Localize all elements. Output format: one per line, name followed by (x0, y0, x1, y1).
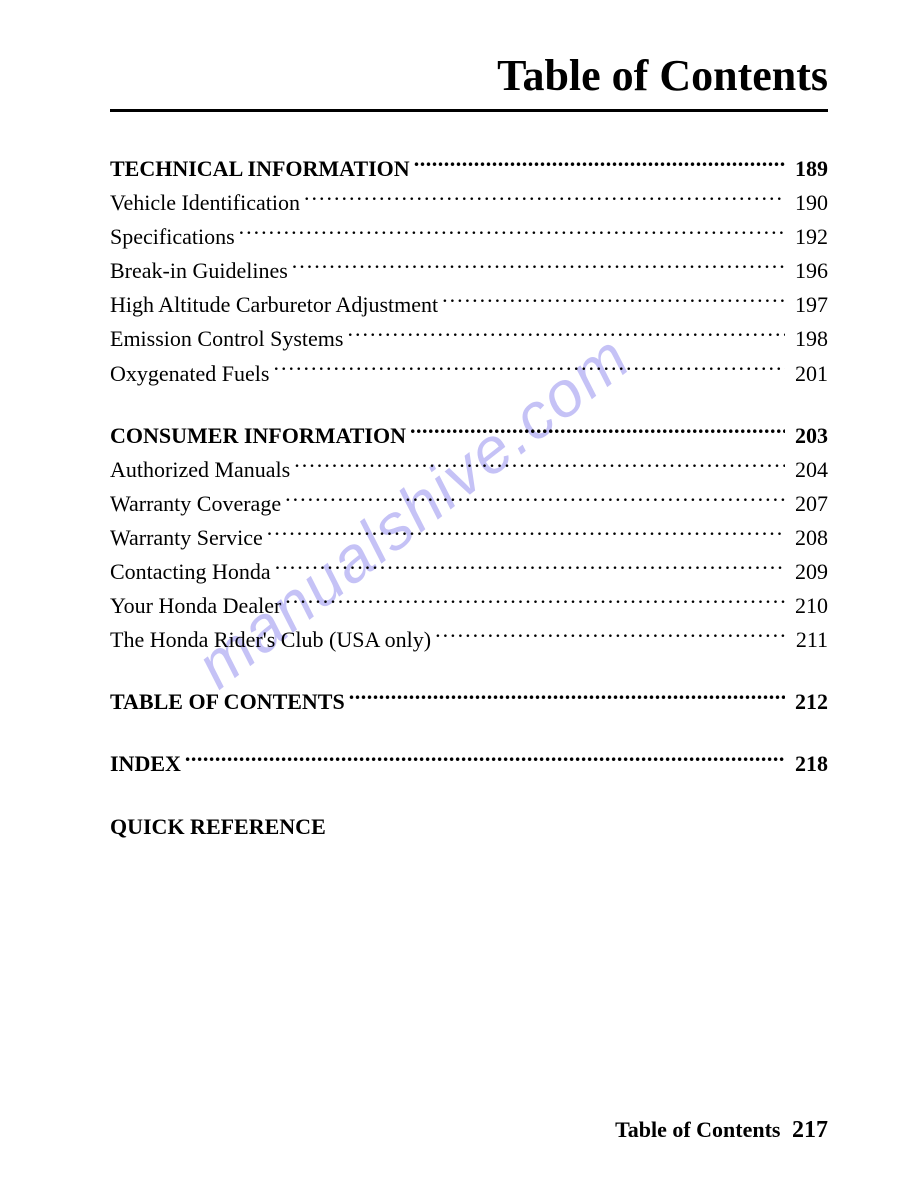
toc-entry-label: Oxygenated Fuels (110, 357, 269, 391)
toc-heading-label: INDEX (110, 747, 181, 781)
toc-heading: TABLE OF CONTENTS 212 (110, 685, 828, 719)
toc-entry-label: Emission Control Systems (110, 322, 343, 356)
toc-entry-page: 211 (790, 623, 828, 657)
toc-entry: High Altitude Carburetor Adjustment 197 (110, 288, 828, 322)
toc-entry-page: 196 (789, 254, 828, 288)
toc-leader-dots (273, 359, 785, 381)
toc-leader-dots (185, 749, 785, 771)
toc-leader-dots (347, 324, 785, 346)
toc-entry-page: 208 (789, 521, 828, 555)
toc-entry-label: Specifications (110, 220, 235, 254)
toc-heading-label: CONSUMER INFORMATION (110, 419, 406, 453)
toc-section: CONSUMER INFORMATION203Authorized Manual… (110, 419, 828, 658)
toc-entry: Specifications 192 (110, 220, 828, 254)
toc-heading: TECHNICAL INFORMATION 189 (110, 152, 828, 186)
toc-entry-page: 210 (789, 589, 828, 623)
toc-leader-dots (285, 489, 785, 511)
page-footer: Table of Contents 217 (615, 1117, 828, 1144)
toc-entry: Warranty Coverage 207 (110, 487, 828, 521)
toc-entry-label: Authorized Manuals (110, 453, 290, 487)
toc-section: TABLE OF CONTENTS 212 (110, 685, 828, 719)
toc-heading: CONSUMER INFORMATION 203 (110, 419, 828, 453)
toc-entry-label: The Honda Rider's Club (USA only) (110, 623, 431, 657)
toc-entry-page: 204 (789, 453, 828, 487)
toc-entry-label: Break-in Guidelines (110, 254, 288, 288)
toc-heading-label: TABLE OF CONTENTS (110, 685, 345, 719)
toc-leader-dots (292, 256, 785, 278)
toc-heading-page: 189 (789, 152, 828, 186)
toc-heading-label: TECHNICAL INFORMATION (110, 152, 410, 186)
page-title: Table of Contents (110, 50, 828, 112)
toc-entry-label: High Altitude Carburetor Adjustment (110, 288, 438, 322)
toc-leader-dots (435, 625, 786, 647)
toc-leader-dots (442, 290, 785, 312)
toc-leader-dots (414, 154, 785, 176)
toc-entry: Vehicle Identification 190 (110, 186, 828, 220)
toc-leader-dots (349, 687, 785, 709)
toc-leader-dots (304, 188, 785, 210)
toc-body: TECHNICAL INFORMATION189Vehicle Identifi… (110, 152, 828, 844)
toc-section: QUICK REFERENCE (110, 810, 828, 844)
toc-heading: INDEX 218 (110, 747, 828, 781)
toc-leader-dots (410, 421, 785, 443)
toc-leader-dots (267, 523, 785, 545)
toc-entry-page: 201 (789, 357, 828, 391)
toc-entry: Authorized Manuals 204 (110, 453, 828, 487)
toc-leader-dots (285, 591, 785, 613)
toc-heading: QUICK REFERENCE (110, 810, 828, 844)
toc-entry: Your Honda Dealer 210 (110, 589, 828, 623)
toc-entry-label: Contacting Honda (110, 555, 271, 589)
toc-entry: Break-in Guidelines 196 (110, 254, 828, 288)
toc-entry: Contacting Honda 209 (110, 555, 828, 589)
toc-entry-page: 190 (789, 186, 828, 220)
toc-entry-label: Your Honda Dealer (110, 589, 281, 623)
toc-leader-dots (294, 455, 785, 477)
footer-page-number: 217 (792, 1117, 828, 1143)
toc-entry-page: 197 (789, 288, 828, 322)
toc-heading-page: 218 (789, 747, 828, 781)
toc-entry: Oxygenated Fuels 201 (110, 357, 828, 391)
footer-label: Table of Contents (615, 1117, 780, 1142)
toc-entry-label: Warranty Coverage (110, 487, 281, 521)
toc-leader-dots (275, 557, 785, 579)
toc-leader-dots (239, 222, 785, 244)
toc-entry: Warranty Service 208 (110, 521, 828, 555)
toc-entry-label: Warranty Service (110, 521, 263, 555)
toc-heading-page: 212 (789, 685, 828, 719)
toc-entry-page: 198 (789, 322, 828, 356)
toc-entry: The Honda Rider's Club (USA only) 211 (110, 623, 828, 657)
toc-entry-page: 209 (789, 555, 828, 589)
toc-entry-page: 192 (789, 220, 828, 254)
toc-heading-label: QUICK REFERENCE (110, 810, 326, 844)
toc-section: TECHNICAL INFORMATION189Vehicle Identifi… (110, 152, 828, 391)
toc-entry: Emission Control Systems 198 (110, 322, 828, 356)
toc-entry-label: Vehicle Identification (110, 186, 300, 220)
toc-section: INDEX 218 (110, 747, 828, 781)
toc-entry-page: 207 (789, 487, 828, 521)
toc-heading-page: 203 (789, 419, 828, 453)
